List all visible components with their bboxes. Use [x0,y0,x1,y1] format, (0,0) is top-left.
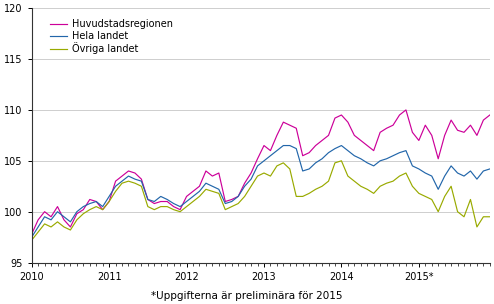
Hela landet [326,151,331,154]
Huvudstadsregionen [403,108,409,112]
Övriga landet [287,167,293,171]
Hela landet [184,200,190,203]
Huvudstadsregionen [319,139,325,142]
Hela landet [345,149,351,152]
Huvudstadsregionen [338,113,344,117]
Hela landet [293,147,299,150]
Huvudstadsregionen [487,113,493,117]
Hela landet [138,179,144,183]
Text: *Uppgifterna är preliminära för 2015: *Uppgifterna är preliminära för 2015 [151,291,343,301]
Huvudstadsregionen [184,195,190,198]
Övriga landet [29,238,35,242]
Övriga landet [319,185,325,188]
Övriga landet [184,205,190,209]
Hela landet [29,235,35,239]
Line: Övriga landet: Övriga landet [32,161,490,240]
Övriga landet [345,174,351,178]
Huvudstadsregionen [138,177,144,181]
Legend: Huvudstadsregionen, Hela landet, Övriga landet: Huvudstadsregionen, Hela landet, Övriga … [46,16,177,58]
Övriga landet [338,159,344,163]
Övriga landet [487,215,493,219]
Övriga landet [138,185,144,188]
Övriga landet [93,205,99,209]
Line: Huvudstadsregionen: Huvudstadsregionen [32,110,490,234]
Huvudstadsregionen [29,232,35,236]
Huvudstadsregionen [287,123,293,127]
Hela landet [93,200,99,203]
Hela landet [487,167,493,171]
Huvudstadsregionen [93,200,99,203]
Hela landet [281,144,287,147]
Line: Hela landet: Hela landet [32,146,490,237]
